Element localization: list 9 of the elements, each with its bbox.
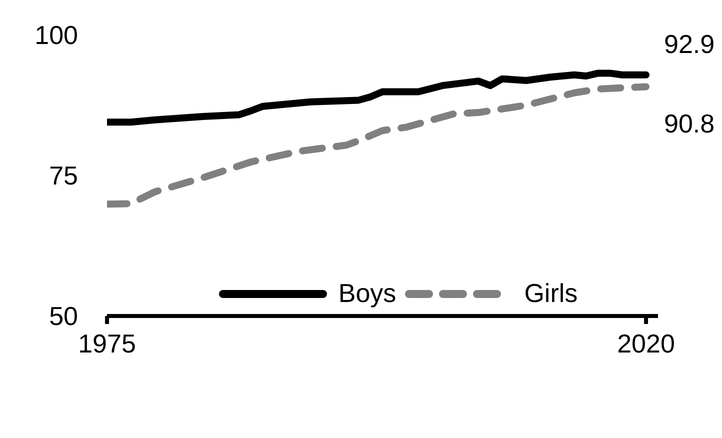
y-tick-label: 50 [49, 301, 78, 332]
x-tick-label: 2020 [617, 328, 675, 358]
x-tick-label: 1975 [78, 328, 136, 358]
y-tick-label: 75 [49, 160, 78, 191]
annotation: 92.9 [664, 28, 715, 59]
y-tick-label: 100 [34, 20, 78, 50]
annotation: 90.8 [664, 108, 715, 139]
legend-label: Boys [338, 278, 396, 309]
legend-label: Girls [524, 278, 578, 309]
